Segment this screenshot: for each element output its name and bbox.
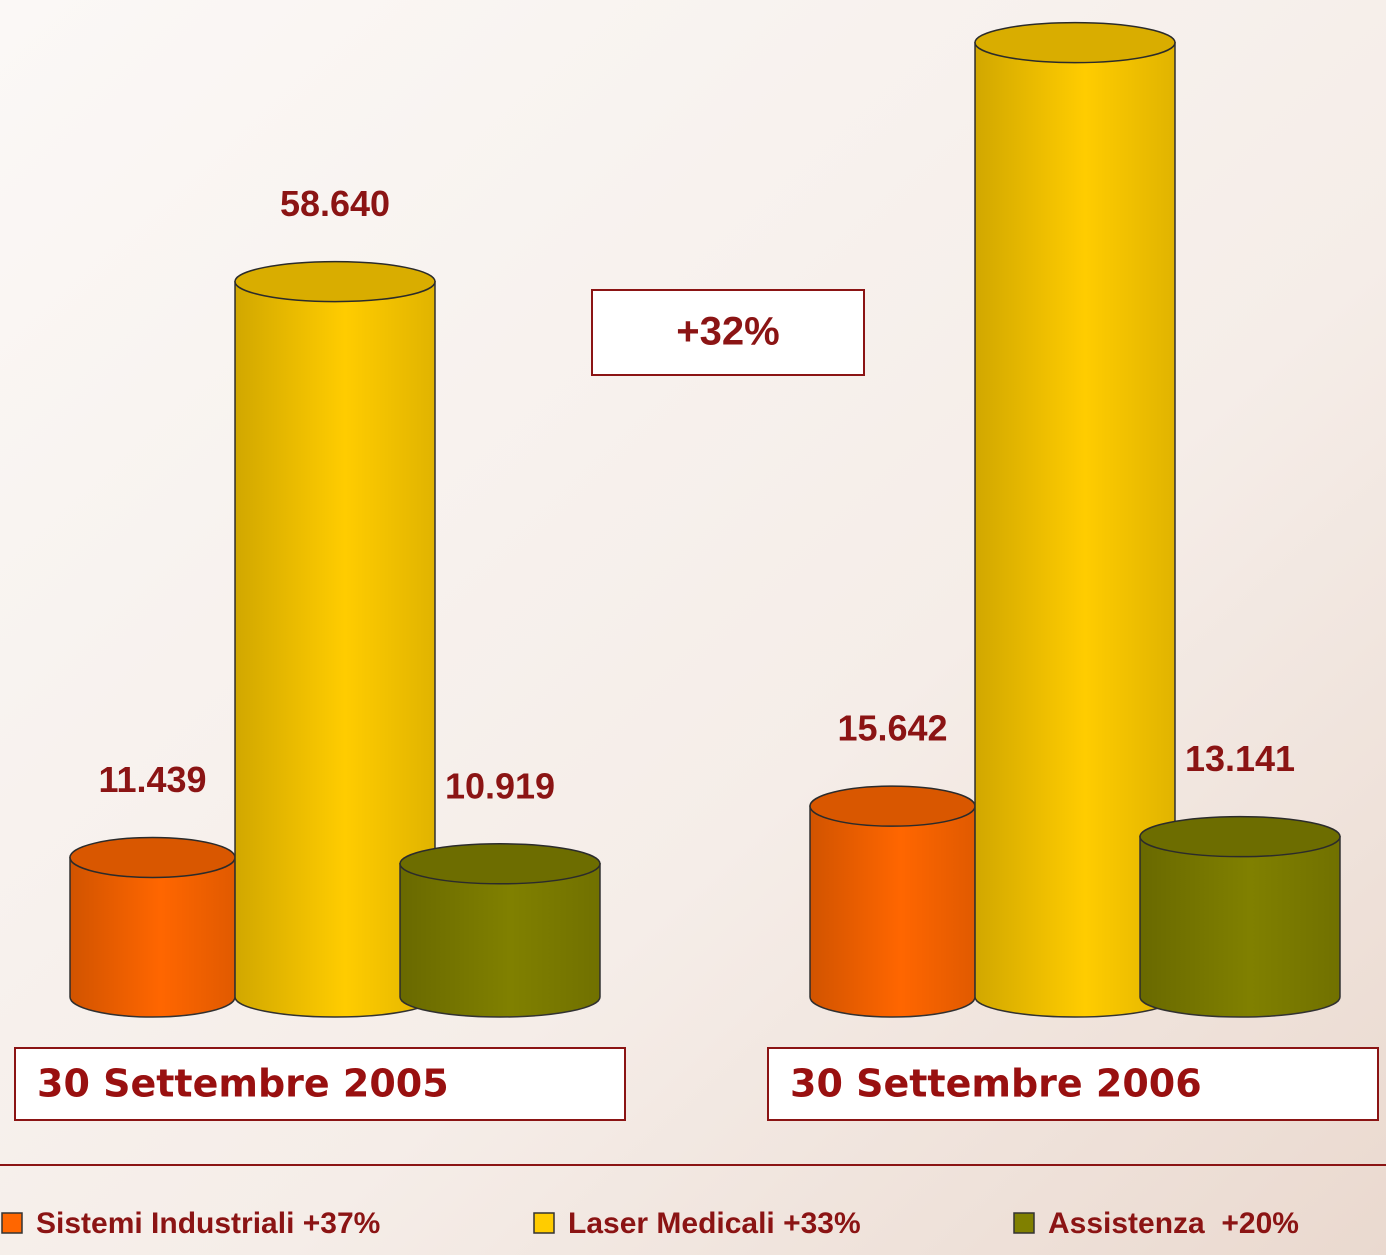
bar-shading <box>400 864 600 1017</box>
bar-shading <box>810 806 975 1017</box>
bar-top <box>975 23 1175 63</box>
legend-label: Sistemi Industriali +37% <box>36 1207 380 1240</box>
bar-shading <box>70 857 235 1017</box>
annotation: +32% <box>676 310 779 354</box>
value-label: 13.141 <box>1185 738 1295 779</box>
legend-label: Laser Medicali +33% <box>568 1207 861 1240</box>
bar-top <box>400 844 600 884</box>
value-label: 58.640 <box>280 183 390 224</box>
value-label: 15.642 <box>837 708 947 749</box>
bar-top <box>70 837 235 877</box>
legend-swatch <box>1014 1213 1034 1233</box>
bar-top <box>1140 817 1340 857</box>
category-label: 30 Settembre 2006 <box>790 1062 1202 1106</box>
chart: +32% 30 Settembre 2005 11.439 58.640 10.919… <box>0 0 1386 1255</box>
bar-top <box>235 262 435 302</box>
bar-top <box>810 786 975 826</box>
value-label: 11.439 <box>98 759 206 800</box>
legend-swatch <box>534 1213 554 1233</box>
category-label: 30 Settembre 2005 <box>37 1062 449 1106</box>
legend-label: Assistenza +20% <box>1048 1207 1299 1240</box>
bar-shading <box>1140 837 1340 1017</box>
value-label: 10.919 <box>445 765 555 806</box>
legend-swatch <box>2 1213 22 1233</box>
